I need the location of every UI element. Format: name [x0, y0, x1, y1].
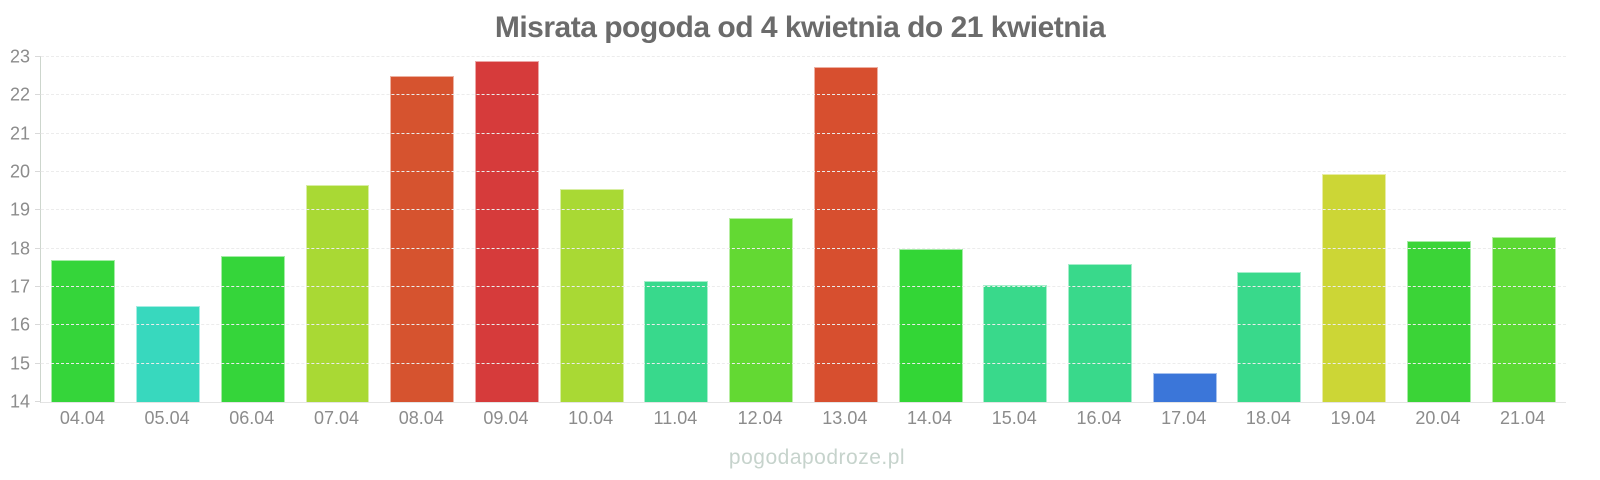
y-tick-15 — [35, 362, 41, 364]
gridline-19 — [41, 209, 1566, 211]
x-axis-label-06-04: 06.04 — [229, 408, 275, 428]
x-axis-label-08-04: 08.04 — [398, 408, 444, 428]
bar-slot-14-04 — [888, 57, 973, 402]
y-axis-label-14: 14 — [9, 391, 30, 412]
x-axis-label-17-04: 17.04 — [1161, 408, 1207, 428]
y-axis-label-16: 16 — [9, 314, 30, 335]
y-tick-17 — [35, 286, 41, 287]
bar-09-04[interactable] — [474, 60, 539, 402]
y-axis-label-21: 21 — [9, 123, 30, 144]
x-axis-label-12-04: 12.04 — [737, 408, 783, 428]
x-axis-label-13-04: 13.04 — [822, 408, 868, 428]
bar-slot-13-04 — [803, 57, 888, 402]
bar-05-04[interactable] — [136, 306, 201, 402]
gridline-18 — [41, 247, 1566, 249]
y-axis-labels: 14 15 16 17 18 19 20 21 22 23 — [0, 47, 34, 412]
bar-slot-07-04 — [295, 57, 380, 402]
plot-area — [35, 56, 1566, 403]
bar-slot-12-04 — [719, 57, 804, 402]
bar-slot-08-04 — [380, 57, 465, 402]
bar-slot-05-04 — [126, 57, 211, 402]
y-axis-label-18: 18 — [9, 238, 30, 259]
gridline-16 — [41, 324, 1566, 326]
bar-07-04[interactable] — [305, 185, 370, 402]
bar-15-04[interactable] — [983, 285, 1048, 402]
gridline-21 — [41, 132, 1566, 134]
y-tick-20 — [35, 171, 41, 172]
bar-12-04[interactable] — [729, 218, 794, 402]
x-axis-label-05-04: 05.04 — [144, 408, 190, 428]
bar-08-04[interactable] — [390, 76, 455, 402]
bar-18-04[interactable] — [1237, 271, 1302, 402]
gridline-20 — [41, 171, 1566, 172]
bar-slot-18-04 — [1227, 57, 1312, 402]
y-axis-label-15: 15 — [9, 353, 30, 374]
x-axis-label-10-04: 10.04 — [568, 408, 614, 428]
bar-06-04[interactable] — [220, 256, 285, 402]
bar-slot-11-04 — [634, 57, 719, 402]
x-axis-label-16-04: 16.04 — [1076, 408, 1122, 428]
bar-slot-06-04 — [210, 57, 295, 402]
y-tick-14 — [35, 401, 41, 402]
chart-title: Misrata pogoda od 4 kwietnia do 21 kwiet… — [494, 11, 1106, 44]
x-axis-label-11-04: 11.04 — [653, 408, 698, 428]
x-axis-label-20-04: 20.04 — [1415, 408, 1461, 428]
bar-slot-16-04 — [1058, 57, 1143, 402]
bar-04-04[interactable] — [51, 260, 116, 402]
bar-slot-17-04 — [1142, 57, 1227, 402]
bar-13-04[interactable] — [813, 66, 878, 402]
bar-16-04[interactable] — [1068, 264, 1132, 402]
x-axis-label-04-04: 04.04 — [59, 408, 105, 428]
y-axis-label-19: 19 — [9, 199, 30, 220]
bar-slot-19-04 — [1312, 57, 1397, 402]
bar-10-04[interactable] — [559, 189, 624, 402]
gridline-23 — [41, 56, 1566, 57]
bar-21-04[interactable] — [1491, 237, 1556, 402]
bar-slot-20-04 — [1397, 57, 1482, 402]
x-axis-label-07-04: 07.04 — [313, 408, 360, 428]
bar-20-04[interactable] — [1406, 241, 1471, 402]
bar-slot-15-04 — [973, 57, 1058, 402]
y-tick-19 — [35, 209, 41, 211]
bar-slot-04-04 — [41, 57, 126, 402]
x-axis-label-09-04: 09.04 — [483, 408, 529, 428]
gridline-15 — [41, 362, 1566, 364]
gridline-17 — [41, 286, 1566, 287]
y-tick-18 — [35, 247, 41, 249]
bar-19-04[interactable] — [1322, 173, 1387, 402]
gridline-22 — [41, 94, 1566, 96]
bar-17-04[interactable] — [1152, 373, 1217, 402]
bars-container — [41, 57, 1566, 402]
y-axis-label-20: 20 — [9, 161, 30, 182]
y-axis-label-23: 23 — [9, 46, 30, 67]
x-axis-label-18-04: 18.04 — [1245, 408, 1291, 428]
watermark: pogodapodroze.pl — [728, 446, 906, 469]
x-axis-label-19-04: 19.04 — [1330, 408, 1376, 428]
x-axis-label-15-04: 15.04 — [991, 408, 1037, 428]
bar-slot-09-04 — [465, 57, 550, 402]
y-axis-label-22: 22 — [9, 84, 30, 105]
bar-slot-21-04 — [1481, 57, 1566, 402]
bar-slot-10-04 — [549, 57, 634, 402]
bar-11-04[interactable] — [644, 281, 709, 402]
x-axis-label-14-04: 14.04 — [907, 408, 953, 428]
x-axis-label-21-04: 21.04 — [1500, 408, 1546, 428]
y-tick-22 — [35, 94, 41, 96]
y-tick-16 — [35, 324, 41, 326]
x-axis-labels: 04.04 05.04 06.04 07.04 08.04 09.04 10.04 11.04… — [40, 408, 1565, 429]
y-tick-23 — [35, 56, 41, 57]
y-axis-label-17: 17 — [9, 276, 30, 297]
y-tick-21 — [35, 132, 41, 134]
